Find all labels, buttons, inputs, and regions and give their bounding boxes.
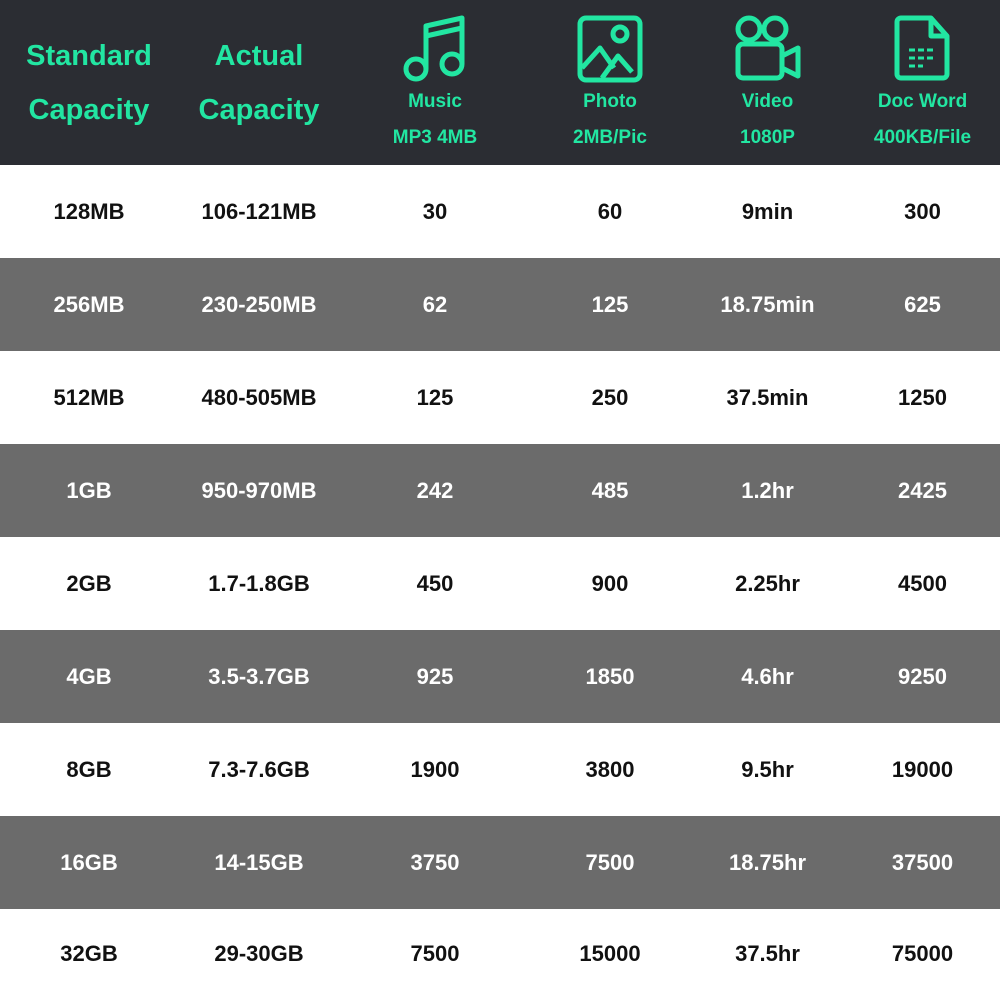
table-row: 128MB 106-121MB 30 60 9min 300: [0, 165, 1000, 258]
table-header: Standard Capacity Actual Capacity Music …: [0, 0, 1000, 165]
cell-doc-count: 300: [904, 198, 941, 224]
cell-music-count: 30: [422, 198, 448, 224]
cell-actual-capacity: 106-121MB: [201, 198, 317, 224]
table-row: 4GB 3.5-3.7GB 925 1850 4.6hr 9250: [0, 630, 1000, 723]
cell-music-count: 925: [416, 663, 454, 689]
table-body: 128MB 106-121MB 30 60 9min 300 256MB 230-250MB 6…: [0, 165, 1000, 998]
header-photo: Photo 2MB/Pic: [530, 0, 690, 165]
cell-doc-count: 9250: [898, 663, 947, 689]
cell-standard-capacity: 32GB: [60, 940, 118, 966]
cell-music-count: 125: [416, 384, 454, 410]
cell-music-count: 1900: [410, 756, 460, 782]
cell-actual-capacity: 1.7-1.8GB: [208, 570, 310, 596]
cell-video-duration: 2.25hr: [735, 570, 800, 596]
document-icon: [894, 15, 949, 81]
cell-video-duration: 18.75hr: [728, 849, 807, 875]
cell-photo-count: 125: [591, 291, 629, 317]
cell-actual-capacity: 14-15GB: [214, 849, 304, 875]
table-row: 16GB 14-15GB 3750 7500 18.75hr 37500: [0, 816, 1000, 909]
table-row: 32GB 29-30GB 7500 15000 37.5hr 75000: [0, 909, 1000, 998]
table-row: 1GB 950-970MB 242 485 1.2hr 2425: [0, 444, 1000, 537]
photo-icon: [577, 15, 643, 83]
cell-photo-count: 250: [591, 384, 629, 410]
cell-actual-capacity: 7.3-7.6GB: [208, 756, 310, 782]
cell-video-duration: 18.75min: [720, 291, 815, 317]
cell-actual-capacity: 230-250MB: [201, 291, 317, 317]
cell-doc-count: 625: [904, 291, 941, 317]
column-label: Photo: [583, 91, 637, 112]
cell-doc-count: 19000: [891, 756, 954, 782]
cell-photo-count: 485: [591, 477, 629, 503]
cell-music-count: 450: [416, 570, 454, 596]
header-text: Standard: [26, 39, 152, 72]
column-sublabel: 2MB/Pic: [573, 127, 647, 148]
cell-music-count: 62: [422, 291, 448, 317]
column-sublabel: 1080P: [740, 127, 795, 148]
header-text: Actual: [214, 39, 304, 72]
table-row: 8GB 7.3-7.6GB 1900 3800 9.5hr 19000: [0, 723, 1000, 816]
cell-standard-capacity: 2GB: [66, 570, 112, 596]
cell-actual-capacity: 950-970MB: [201, 477, 317, 503]
table-row: 512MB 480-505MB 125 250 37.5min 1250: [0, 351, 1000, 444]
header-doc: Doc Word 400KB/File: [845, 0, 1000, 165]
cell-doc-count: 75000: [891, 940, 954, 966]
header-standard-capacity: Standard Capacity: [0, 0, 178, 165]
cell-photo-count: 1850: [585, 663, 635, 689]
cell-photo-count: 15000: [579, 940, 641, 966]
cell-music-count: 3750: [410, 849, 460, 875]
cell-standard-capacity: 1GB: [66, 477, 112, 503]
cell-music-count: 7500: [410, 940, 460, 966]
cell-music-count: 242: [416, 477, 454, 503]
cell-video-duration: 37.5hr: [735, 940, 800, 966]
cell-photo-count: 900: [591, 570, 629, 596]
cell-video-duration: 9min: [741, 198, 794, 224]
cell-standard-capacity: 512MB: [53, 384, 125, 410]
cell-doc-count: 1250: [898, 384, 947, 410]
cell-actual-capacity: 29-30GB: [214, 940, 304, 966]
cell-actual-capacity: 480-505MB: [201, 384, 317, 410]
header-text: Capacity: [198, 93, 320, 126]
column-label: Doc Word: [877, 91, 968, 112]
cell-doc-count: 2425: [898, 477, 947, 503]
cell-standard-capacity: 16GB: [60, 849, 118, 875]
cell-photo-count: 3800: [585, 756, 635, 782]
cell-video-duration: 37.5min: [726, 384, 809, 410]
cell-doc-count: 37500: [891, 849, 954, 875]
table-row: 256MB 230-250MB 62 125 18.75min 625: [0, 258, 1000, 351]
cell-doc-count: 4500: [898, 570, 947, 596]
column-sublabel: MP3 4MB: [392, 127, 478, 148]
cell-standard-capacity: 8GB: [66, 756, 112, 782]
cell-photo-count: 7500: [585, 849, 635, 875]
cell-standard-capacity: 4GB: [66, 663, 112, 689]
cell-photo-count: 60: [597, 198, 623, 224]
header-text: Capacity: [28, 93, 150, 126]
column-label: Music: [408, 91, 462, 112]
header-music: Music MP3 4MB: [340, 0, 530, 165]
column-sublabel: 400KB/File: [873, 127, 972, 148]
table-row: 2GB 1.7-1.8GB 450 900 2.25hr 4500: [0, 537, 1000, 630]
cell-video-duration: 4.6hr: [741, 663, 794, 689]
header-video: Video 1080P: [690, 0, 845, 165]
video-camera-icon: [735, 15, 800, 81]
cell-standard-capacity: 256MB: [53, 291, 125, 317]
header-actual-capacity: Actual Capacity: [178, 0, 340, 165]
cell-actual-capacity: 3.5-3.7GB: [208, 663, 310, 689]
cell-standard-capacity: 128MB: [53, 198, 125, 224]
music-note-icon: [403, 15, 465, 82]
cell-video-duration: 9.5hr: [741, 756, 794, 782]
cell-video-duration: 1.2hr: [741, 477, 794, 503]
column-label: Video: [741, 91, 794, 112]
